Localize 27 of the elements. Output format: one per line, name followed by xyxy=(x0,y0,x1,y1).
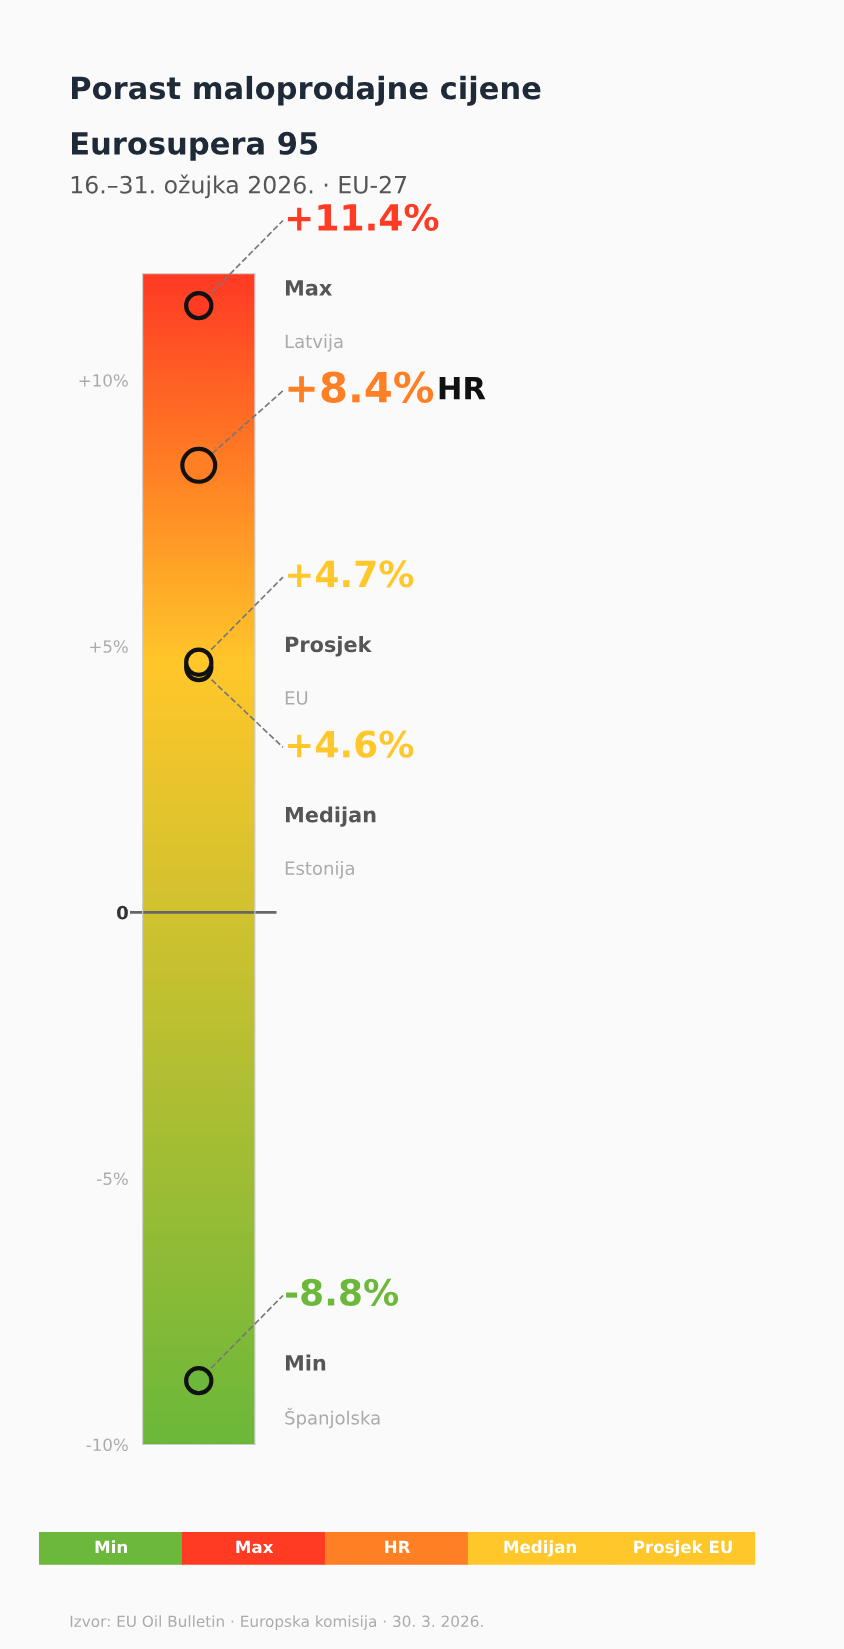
text: Min xyxy=(285,1354,326,1371)
text: Min xyxy=(95,1540,127,1554)
y-tick-label: -5% xyxy=(97,1172,128,1185)
text: EU xyxy=(285,691,308,705)
y-tick-label: 0 xyxy=(117,905,128,920)
data-label: +4.6% xyxy=(287,730,414,758)
text: HR xyxy=(385,1540,411,1554)
text: Max xyxy=(285,280,332,296)
text: HR xyxy=(439,376,486,400)
y-tick-label: +10% xyxy=(79,374,128,387)
text: Medijan xyxy=(285,806,376,827)
data-label: +4.7% xyxy=(287,560,414,588)
data-label: +8.4% xyxy=(288,371,434,403)
data-label: -8.8% xyxy=(286,1278,399,1306)
y-tick-label: +5% xyxy=(90,640,128,653)
y-tick-label: -10% xyxy=(86,1438,128,1452)
text: Max xyxy=(236,1540,274,1554)
text: Španjolska xyxy=(285,1407,380,1429)
chart-subtitle: 16.–31. ožujka 2026. · EU-27 xyxy=(71,174,407,199)
text: Latvija xyxy=(285,334,343,352)
text: Prosjek EU xyxy=(634,1540,732,1557)
chart-title: Porast maloprodajne cijene Eurosupera 95 xyxy=(72,75,541,161)
data-label: +11.4% xyxy=(287,203,439,231)
text: Izvor: EU Oil Bulletin · Europska komisija · 30. 3. 2026. xyxy=(70,1615,483,1631)
text: Estonija xyxy=(285,861,354,879)
text: Medijan xyxy=(504,1540,576,1557)
text: Prosjek xyxy=(285,636,372,657)
